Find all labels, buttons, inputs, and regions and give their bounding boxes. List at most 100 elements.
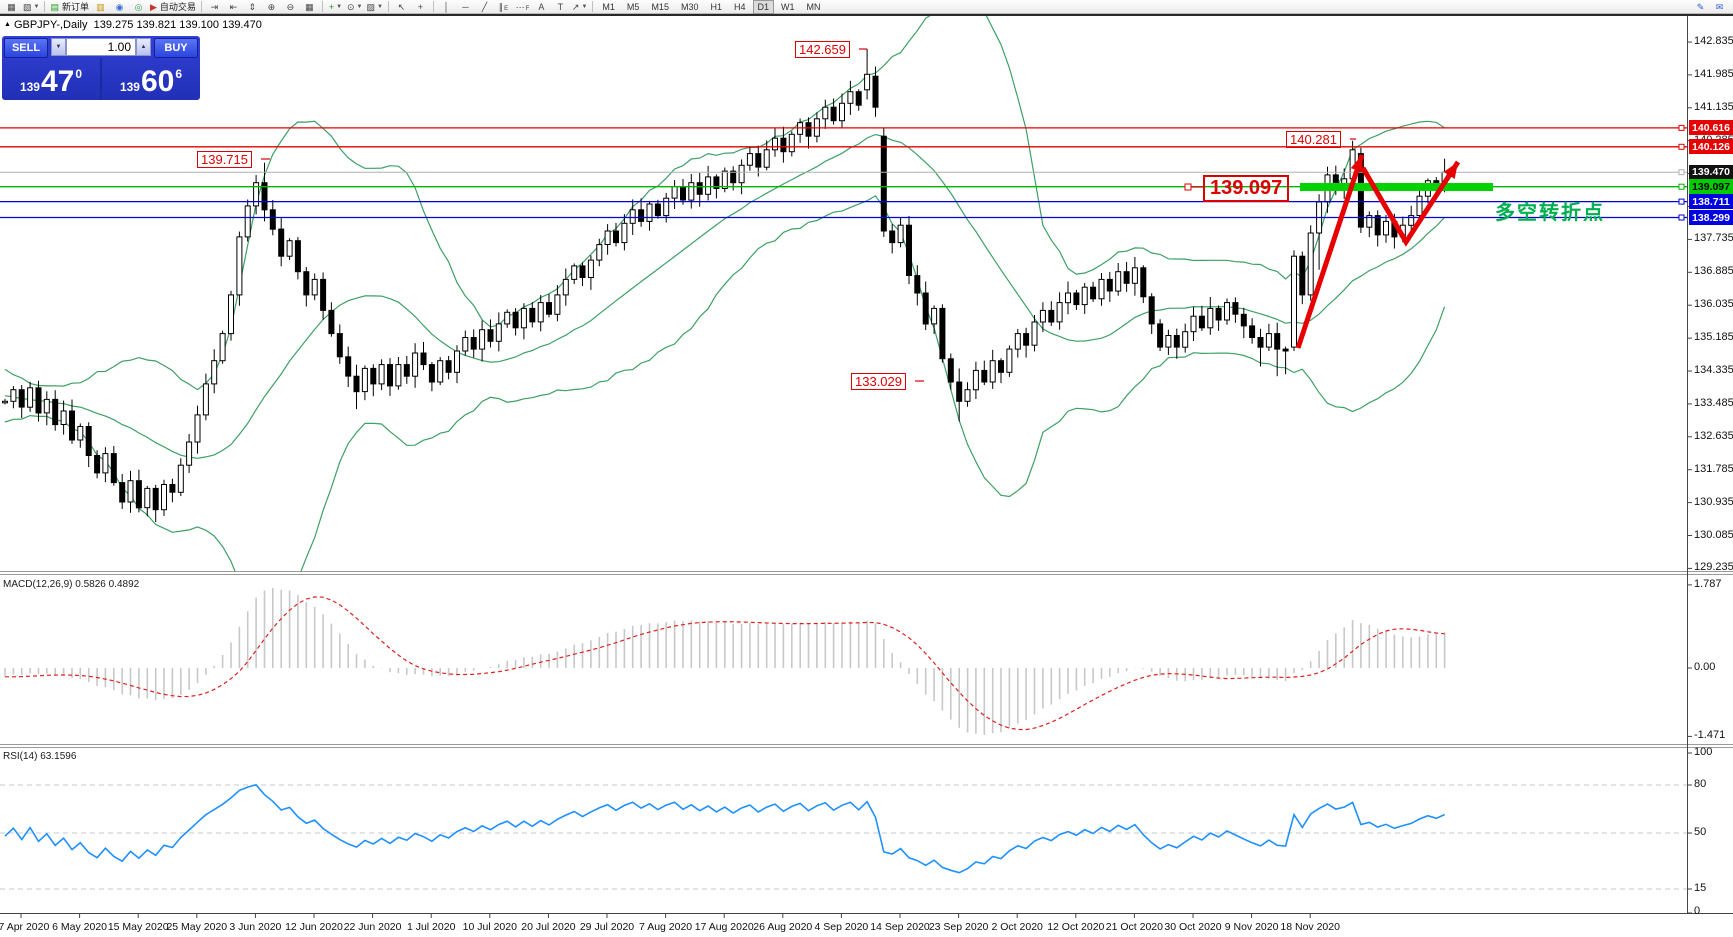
- navigator-icon[interactable]: ◉: [115, 1, 124, 12]
- zoom-in-icon[interactable]: ⊕: [267, 1, 276, 12]
- timeframe-h4-button[interactable]: H4: [733, 1, 746, 12]
- macd-axis-label: 1.787: [1694, 577, 1722, 590]
- market-watch-icon[interactable]: ▥: [96, 1, 105, 12]
- price-annotation: 139.715: [197, 151, 252, 168]
- date-axis-label: 12 Jun 2020: [285, 921, 343, 933]
- sell-price-small: 139: [19, 80, 40, 94]
- auto-trading-icon[interactable]: ▶ 自动交易: [150, 1, 196, 13]
- chart-shift-icon[interactable]: ⇥: [210, 1, 219, 12]
- price-axis-label: 141.135: [1694, 100, 1733, 113]
- sell-price-sup: 0: [75, 67, 83, 81]
- rsi-label: RSI(14) 63.1596: [3, 751, 77, 762]
- date-axis-label: 4 Sep 2020: [814, 921, 869, 933]
- arrows-icon[interactable]: ↗ ▼: [571, 1, 588, 12]
- buy-price-small: 139: [119, 80, 140, 94]
- date-axis-label: 10 Jul 2020: [462, 921, 517, 933]
- timeframe-h1-button[interactable]: H1: [710, 1, 722, 12]
- rsi-axis-label: 50: [1694, 826, 1707, 838]
- equidistant-channel-icon[interactable]: ∥ E: [498, 1, 509, 12]
- horizontal-line-icon[interactable]: ─: [462, 1, 469, 12]
- rsi-axis-label: 100: [1694, 746, 1713, 758]
- price-axis-label: 133.485: [1694, 396, 1733, 409]
- price-annotation: 133.029: [851, 373, 906, 390]
- date-axis-label: 15 May 2020: [107, 921, 169, 933]
- date-axis-label: 12 Oct 2020: [1047, 921, 1105, 933]
- timeframe-m1-button[interactable]: M1: [602, 1, 615, 12]
- date-axis-label: 6 May 2020: [52, 921, 108, 933]
- price-tag-138.711: 138.711: [1689, 194, 1733, 210]
- rsi-axis-label: 15: [1694, 882, 1707, 894]
- rsi-axis-label: 0: [1694, 905, 1701, 917]
- edit-icon[interactable]: ✎: [1696, 1, 1705, 12]
- zoom-out-icon[interactable]: ⊖: [286, 1, 295, 12]
- macd-axis-label: 0.00: [1694, 661, 1716, 673]
- date-axis-label: 22 Jun 2020: [343, 921, 402, 933]
- templates-icon[interactable]: ▨ ▼: [366, 1, 383, 12]
- text-icon[interactable]: A: [538, 1, 545, 12]
- buy-price[interactable]: 139 60 6: [102, 58, 200, 100]
- chart-window-border: [0, 14, 1733, 16]
- auto-scroll-icon[interactable]: ⇤: [229, 1, 238, 12]
- timeframe-d1-button[interactable]: D1: [752, 0, 775, 14]
- price-axis-label: 141.985: [1694, 67, 1733, 80]
- date-axis-label: 1 Jul 2020: [406, 921, 456, 933]
- date-axis-label: 3 Jun 2020: [229, 921, 282, 933]
- cursor-icon[interactable]: ↖: [397, 1, 406, 12]
- price-tag-139.097: 139.097: [1689, 179, 1733, 195]
- buy-price-big: 60: [140, 65, 175, 98]
- toolbar-separator: [321, 1, 323, 12]
- timeframe-mn-button[interactable]: MN: [806, 1, 821, 12]
- price-axis-label: 136.035: [1694, 298, 1733, 311]
- sell-button[interactable]: SELL: [4, 38, 48, 58]
- scale-fix-icon[interactable]: ⇕: [248, 1, 257, 12]
- sell-price-big: 47: [40, 65, 75, 98]
- volume-input[interactable]: [66, 38, 136, 56]
- date-axis-label: 20 Jul 2020: [521, 921, 576, 933]
- collapse-triangle-icon[interactable]: ▲: [4, 21, 11, 28]
- date-axis-label: 17 Aug 2020: [694, 921, 754, 933]
- timeframe-m5-button[interactable]: M5: [626, 1, 640, 12]
- volume-increase-button[interactable]: ▲: [136, 38, 151, 56]
- symbol-header: ▲ GBPJPY-,Daily 139.275 139.821 139.100 1…: [4, 19, 262, 31]
- sell-price[interactable]: 139 47 0: [2, 58, 100, 100]
- periods-icon[interactable]: ⊙ ▼: [346, 1, 363, 12]
- price-axis-label: 135.185: [1694, 331, 1733, 344]
- date-axis-label: 7 Aug 2020: [639, 921, 693, 933]
- new-order-icon[interactable]: ▤ 新订单: [50, 1, 89, 13]
- signals-icon[interactable]: ◎: [134, 1, 143, 12]
- profiles-icon[interactable]: ▧ ▼: [23, 1, 40, 12]
- volume-decrease-button[interactable]: ▼: [51, 38, 66, 56]
- buy-button[interactable]: BUY: [154, 38, 198, 58]
- toolbar-separator: [432, 1, 434, 12]
- chat-icon[interactable]: ✉: [1715, 1, 1724, 12]
- date-axis-label: 14 Sep 2020: [870, 921, 930, 933]
- timeframe-w1-button[interactable]: W1: [781, 1, 795, 12]
- price-tag-138.299: 138.299: [1689, 210, 1733, 226]
- price-tag-140.616: 140.616: [1689, 120, 1733, 136]
- crosshair-icon[interactable]: +: [417, 1, 424, 12]
- fibonacci-icon[interactable]: ⋯ F: [515, 1, 530, 12]
- timeframe-m30-button[interactable]: M30: [680, 1, 699, 12]
- trendline-icon[interactable]: ╱: [481, 1, 488, 12]
- date-axis-label: 27 Apr 2020: [0, 921, 50, 933]
- macd-axis-label: -1.471: [1694, 729, 1726, 742]
- price-axis-label: 136.885: [1694, 265, 1733, 278]
- symbol-ohlc: 139.275 139.821 139.100 139.470: [93, 19, 262, 31]
- price-axis-label: 131.785: [1694, 462, 1733, 475]
- text-label-icon[interactable]: T: [557, 1, 564, 12]
- indicators-icon[interactable]: + ▼: [328, 1, 343, 12]
- toolbar: ▦ ▧ ▼ ▤ 新订单 ▥ ◉ ◎ ▶ 自动交易 ⇥ ⇤ ⇕ ⊕ ⊖ ▦ + ▼ ⊙ ▼ ▨ ▼ ↖ + │ ─ ╱ ∥ E ⋯ F A T ↗ ▼…: [0, 0, 1733, 14]
- price-axis-label: 129.235: [1694, 561, 1733, 574]
- symbol-title: GBPJPY-,Daily: [13, 19, 88, 31]
- price-axis-label: 130.085: [1694, 528, 1733, 541]
- timeframe-m15-button[interactable]: M15: [651, 1, 669, 12]
- macd-label: MACD(12,26,9) 0.5826 0.4892: [3, 579, 140, 590]
- tile-windows-icon[interactable]: ▦: [305, 1, 314, 12]
- price-annotation: 139.097: [1203, 175, 1290, 202]
- new-chart-icon[interactable]: ▦: [7, 1, 16, 12]
- date-axis-label: 9 Nov 2020: [1224, 921, 1279, 933]
- vertical-line-icon[interactable]: │: [443, 1, 450, 12]
- date-axis-label: 26 Aug 2020: [753, 921, 813, 933]
